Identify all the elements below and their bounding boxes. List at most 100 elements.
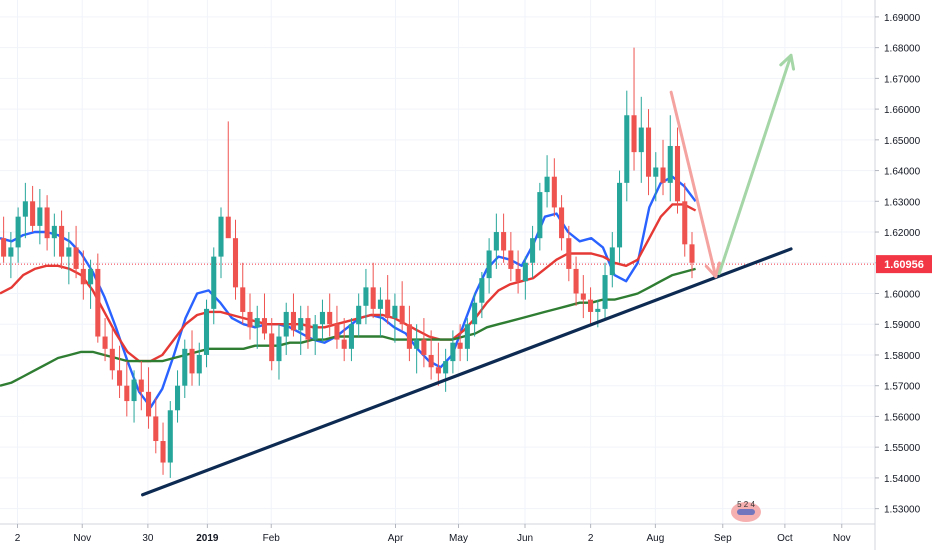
candle-body [464,324,470,349]
candle-body [479,278,485,303]
drawings [141,53,796,497]
candle-body [385,299,391,319]
candle-body [283,311,289,337]
candle-body [617,182,623,248]
candle-body [645,127,652,177]
candle-body [414,339,420,349]
candle-body [66,247,72,257]
candle-body [501,232,507,251]
y-tick-label: 1.63000 [884,197,921,208]
candle-body [493,232,499,251]
candle-body [559,207,565,239]
candle-body [428,354,434,368]
candle-body [609,247,615,276]
y-tick-label: 1.64000 [884,167,921,178]
candle-body [522,262,528,282]
candle-body [588,299,594,312]
y-tick-label: 1.59000 [884,320,921,331]
candle-body [334,324,340,340]
candle-body [689,244,695,263]
moving-average-line [0,267,696,387]
x-tick-label: Feb [263,533,281,544]
candle-body [667,145,673,183]
y-tick-label: 1.68000 [884,44,921,55]
candle-body [59,225,65,257]
candle-body [95,268,101,337]
candle-body [348,324,354,349]
candle-body [392,305,398,319]
x-tick-label: Nov [833,533,851,544]
y-tick-label: 1.55000 [884,443,921,454]
candle-body [37,207,43,226]
candle-body [1,238,7,257]
candle-body [117,370,123,386]
y-tick-label: 1.62000 [884,228,921,239]
moving-average-lines [0,175,697,409]
candle-body [631,115,637,153]
time-axis[interactable]: 2 Nov 30 2019 Feb Apr May Jun 2 Aug Sep Oct Nov [15,524,851,544]
candle-body [196,354,202,374]
candle-body [8,247,14,257]
candle-body [363,287,369,306]
candle-body [580,293,586,300]
x-tick-label: Oct [777,533,793,544]
y-tick-label: 1.56000 [884,412,921,423]
last-price-text: 1.60956 [884,259,924,271]
x-tick-label: Sep [714,533,732,544]
candle-body [225,216,231,239]
candle-body [312,324,318,340]
candle-body [515,268,521,282]
candle-body [674,145,681,202]
watermark-badge: 5 2 4 [731,500,761,522]
arrow-head [704,261,721,279]
candle-body [51,225,57,239]
candle-body [247,311,253,328]
x-tick-label: 2019 [196,533,219,544]
candle-body [218,216,224,257]
candle-body [457,342,463,349]
y-tick-label: 1.53000 [884,505,921,516]
y-tick-label: 1.54000 [884,474,921,485]
arrow-line[interactable] [669,90,718,279]
candle-body [327,311,333,325]
candle-body [131,379,137,402]
y-tick-label: 1.58000 [884,351,921,362]
candle-body [138,379,144,392]
trendline[interactable] [141,247,793,497]
candle-body [269,333,275,362]
candle-body [450,342,456,362]
arrow-line[interactable] [717,53,793,276]
candle-body [73,247,79,269]
x-tick-label: Nov [73,533,91,544]
candle-body [182,348,188,386]
candle-body [399,305,405,325]
y-tick-label: 1.67000 [884,74,921,85]
candle-body [435,367,441,374]
x-tick-label: May [449,533,468,544]
candle-body [530,238,536,263]
candle-body [551,176,557,208]
candle-body [508,250,514,269]
candle-body [30,201,36,226]
candle-body [211,256,217,309]
x-tick-label: Aug [646,533,664,544]
candle-body [486,250,492,279]
candle-body [356,305,362,325]
candle-body [660,167,666,183]
candle-body [240,287,246,312]
x-tick-label: 30 [142,533,154,544]
candle-body [290,311,297,331]
candle-body [566,238,572,269]
candle-body [15,216,21,248]
badge-text: 5 2 4 [737,500,755,509]
x-tick-label: 2 [15,533,21,544]
y-tick-label: 1.66000 [884,105,921,116]
candle-body [146,391,152,417]
candle-body [88,268,94,285]
candle-body [537,192,543,239]
candle-body [573,268,579,294]
candle-body [232,238,239,288]
candle-body [167,410,173,463]
x-tick-label: 2 [588,533,594,544]
